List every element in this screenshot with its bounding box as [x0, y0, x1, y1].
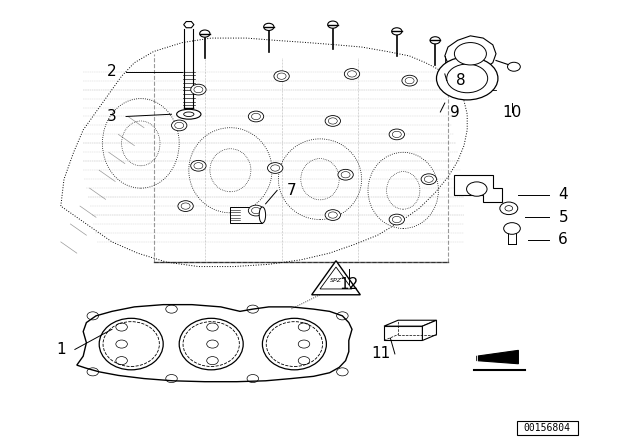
Text: 4: 4: [558, 187, 568, 202]
Circle shape: [325, 210, 340, 220]
Circle shape: [389, 129, 404, 140]
Polygon shape: [445, 36, 496, 72]
Circle shape: [436, 57, 498, 100]
Circle shape: [389, 214, 404, 225]
Polygon shape: [384, 320, 436, 326]
Circle shape: [454, 43, 486, 65]
Text: 9: 9: [449, 104, 460, 120]
Circle shape: [430, 37, 440, 44]
Circle shape: [178, 201, 193, 211]
Text: 11: 11: [371, 346, 390, 362]
Text: 6: 6: [558, 232, 568, 247]
Text: 1: 1: [56, 342, 66, 357]
Text: SPZ: SPZ: [330, 277, 342, 283]
Circle shape: [191, 160, 206, 171]
Circle shape: [325, 116, 340, 126]
Polygon shape: [312, 261, 360, 295]
Circle shape: [467, 182, 487, 196]
Polygon shape: [230, 207, 262, 223]
Polygon shape: [184, 22, 194, 28]
Circle shape: [504, 223, 520, 234]
Circle shape: [392, 28, 402, 35]
Polygon shape: [454, 175, 502, 202]
Circle shape: [172, 120, 187, 131]
Circle shape: [248, 205, 264, 216]
Text: 7: 7: [286, 183, 296, 198]
Ellipse shape: [259, 207, 266, 223]
Circle shape: [264, 23, 274, 30]
Circle shape: [248, 111, 264, 122]
Circle shape: [328, 21, 338, 28]
Ellipse shape: [177, 109, 201, 119]
Text: 12: 12: [339, 277, 358, 292]
Circle shape: [200, 30, 210, 37]
Text: 10: 10: [502, 104, 522, 120]
Circle shape: [274, 71, 289, 82]
Circle shape: [402, 75, 417, 86]
Circle shape: [268, 163, 283, 173]
Circle shape: [500, 202, 518, 215]
Circle shape: [508, 62, 520, 71]
Text: 5: 5: [558, 210, 568, 225]
Circle shape: [421, 174, 436, 185]
Text: 2: 2: [107, 64, 117, 79]
Text: 00156804: 00156804: [524, 423, 571, 433]
Circle shape: [191, 84, 206, 95]
Text: 3: 3: [107, 109, 117, 124]
Polygon shape: [477, 350, 518, 364]
Polygon shape: [422, 320, 436, 340]
Polygon shape: [384, 326, 422, 340]
Circle shape: [344, 69, 360, 79]
Text: 8: 8: [456, 73, 466, 88]
Circle shape: [338, 169, 353, 180]
